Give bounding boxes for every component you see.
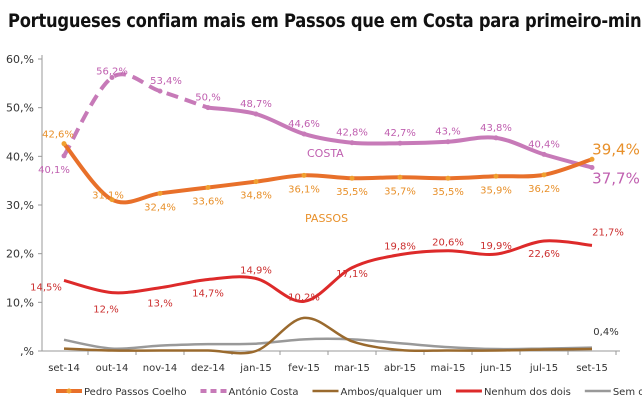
data-label: 34,8%: [240, 191, 272, 202]
data-point: [253, 179, 259, 185]
data-point: [301, 172, 307, 178]
data-label: 35,7%: [384, 186, 416, 197]
x-tick-label: nov-14: [143, 363, 177, 374]
series-line-2: [63, 316, 593, 355]
data-point: [541, 151, 547, 157]
legend-label: Nenhum dos dois: [484, 387, 571, 398]
series-line-costa-dashed: [62, 72, 209, 157]
data-label: 43,8%: [480, 123, 512, 134]
data-point: [301, 131, 307, 137]
series-line-4: [63, 337, 593, 351]
data-label: 19,9%: [480, 241, 512, 252]
data-point: [397, 174, 403, 180]
data-label: 35,5%: [432, 187, 464, 198]
data-label: 42,8%: [336, 128, 368, 139]
data-point: [157, 190, 163, 196]
data-label: 33,6%: [192, 196, 224, 207]
data-label: 48,7%: [240, 99, 272, 110]
data-label: 31,1%: [92, 191, 124, 202]
data-point: [493, 173, 499, 179]
data-label: 39,4%: [592, 140, 640, 158]
series-line-3: [63, 239, 593, 303]
data-point: [349, 140, 355, 146]
legend-marker: [66, 388, 72, 394]
x-tick-label: jun-15: [479, 363, 512, 374]
legend-label: António Costa: [229, 386, 299, 398]
legend-label: Pedro Passos Coelho: [84, 387, 187, 398]
data-label: 20,6%: [432, 238, 464, 249]
x-tick-label: set-14: [48, 363, 80, 374]
data-point: [61, 153, 67, 159]
data-point: [109, 74, 115, 80]
chart-title: Portugueses confiam mais em Passos que e…: [8, 10, 642, 32]
data-point: [109, 197, 115, 203]
data-label: 53,4%: [150, 76, 182, 87]
data-point: [205, 184, 211, 190]
x-tick-label: mar-15: [334, 363, 370, 374]
data-point: [541, 172, 547, 178]
legend-label: Ambos/qualquer um: [341, 387, 442, 398]
data-point: [445, 175, 451, 181]
data-label: 32,4%: [144, 202, 176, 213]
data-label: 37,7%: [592, 170, 640, 188]
data-point: [253, 111, 259, 117]
data-label: 12,%: [93, 305, 118, 316]
data-point: [589, 156, 595, 162]
data-point: [397, 140, 403, 146]
y-tick-label: 10,%: [6, 296, 34, 309]
data-label: 14,5%: [30, 282, 62, 293]
data-label: 42,6%: [42, 130, 74, 141]
data-label: 21,7%: [592, 227, 624, 238]
x-tick-label: dez-14: [191, 363, 225, 374]
x-tick-label: fev-15: [288, 363, 320, 374]
data-point: [205, 105, 211, 111]
series-inline-label-passos: PASSOS: [305, 212, 348, 225]
y-tick-label: 60,%: [6, 53, 34, 66]
data-label: 22,6%: [528, 249, 560, 260]
data-label: 35,9%: [480, 185, 512, 196]
data-point: [493, 135, 499, 141]
data-label: 14,7%: [192, 288, 224, 299]
data-point: [349, 175, 355, 181]
x-tick-label: abr-15: [384, 363, 416, 374]
data-point: [157, 88, 163, 94]
y-tick-label: 30,%: [6, 199, 34, 212]
data-label: 36,1%: [288, 184, 320, 195]
x-tick-label: out-14: [96, 363, 129, 374]
data-point: [445, 139, 451, 145]
data-label: 13,%: [147, 299, 172, 310]
data-point: [61, 141, 67, 147]
data-label: 14,9%: [240, 265, 272, 276]
data-point: [589, 165, 595, 171]
y-tick-label: ,%: [20, 345, 34, 358]
y-tick-label: 50,%: [6, 102, 34, 115]
data-label: 50,%: [195, 93, 220, 104]
data-label: 43,%: [435, 127, 460, 138]
data-label: 10,2%: [288, 292, 320, 303]
data-label: 0,4%: [593, 327, 618, 338]
x-tick-label: jan-15: [239, 363, 272, 374]
series-line-0: [62, 142, 593, 205]
data-label: 56,2%: [96, 66, 128, 77]
data-label: 40,4%: [528, 139, 560, 150]
x-tick-label: jul-15: [529, 363, 558, 374]
data-label: 35,5%: [336, 187, 368, 198]
data-label: 19,8%: [384, 242, 416, 253]
legend-label: Sem opinião: [613, 387, 642, 398]
series-inline-label-costa: COSTA: [307, 147, 344, 160]
y-tick-label: 20,%: [6, 248, 34, 261]
x-tick-label: set-15: [576, 363, 608, 374]
x-tick-label: mai-15: [431, 363, 466, 374]
data-label: 17,1%: [336, 269, 368, 280]
y-tick-label: 40,%: [6, 150, 34, 163]
data-label: 44,6%: [288, 119, 320, 130]
data-label: 40,1%: [38, 165, 70, 176]
data-label: 42,7%: [384, 128, 416, 139]
data-label: 36,2%: [528, 184, 560, 195]
